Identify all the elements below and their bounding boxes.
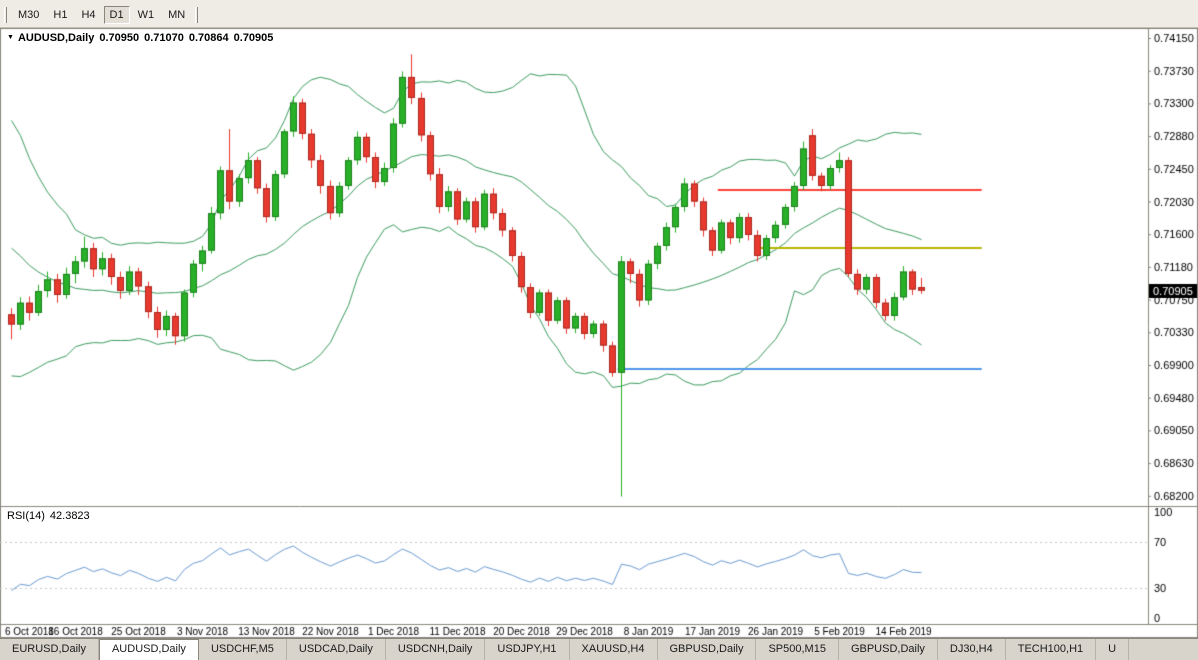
tab-gbpusd-daily[interactable]: GBPUSD,Daily <box>838 639 938 660</box>
chart-title: ▼ AUDUSD,Daily 0.70950 0.71070 0.70864 0.7090… <box>7 32 273 44</box>
rsi-value: 42.3823 <box>49 510 90 522</box>
ohlc-close: 0.70905 <box>233 32 274 44</box>
timeframe-button-m30[interactable]: M30 <box>18 8 40 21</box>
rsi-indicator-label: RSI(14) 42.3823 <box>7 510 90 522</box>
tab-xauusd-h4[interactable]: XAUUSD,H4 <box>569 639 658 660</box>
collapse-arrow-icon[interactable]: ▼ <box>7 34 14 41</box>
ohlc-open: 0.70950 <box>99 32 140 44</box>
tab-eurusd-daily[interactable]: EURUSD,Daily <box>0 639 99 660</box>
timeframe-button-w1[interactable]: W1 <box>137 8 155 21</box>
tab-gbpusd-daily[interactable]: GBPUSD,Daily <box>657 639 757 660</box>
chart-symbol: AUDUSD,Daily <box>17 32 95 44</box>
toolbar-grip[interactable] <box>4 6 7 23</box>
price-chart-canvas[interactable] <box>0 28 1198 638</box>
tab-audusd-daily[interactable]: AUDUSD,Daily <box>98 639 199 660</box>
tab-tech100-h1[interactable]: TECH100,H1 <box>1005 639 1097 660</box>
ohlc-low: 0.70864 <box>188 32 229 44</box>
timeframe-button-h1[interactable]: H1 <box>53 8 68 21</box>
timeframe-button-h4[interactable]: H4 <box>81 8 96 21</box>
timeframe-button-mn[interactable]: MN <box>168 8 186 21</box>
toolbar-grip-2[interactable] <box>195 6 199 23</box>
timeframe-button-d1[interactable]: D1 <box>103 5 130 24</box>
tab-usdcnh-daily[interactable]: USDCNH,Daily <box>385 639 486 660</box>
tab-usdcad-daily[interactable]: USDCAD,Daily <box>286 639 386 660</box>
tab-usdchf-m5[interactable]: USDCHF,M5 <box>198 639 287 660</box>
tab-sp500-m15[interactable]: SP500,M15 <box>756 639 839 660</box>
rsi-name: RSI(14) <box>7 510 45 522</box>
chart-tabbar: EURUSD,Daily AUDUSD,Daily USDCHF,M5 USDCAD,… <box>0 638 1198 660</box>
tab-dj30-h4[interactable]: DJ30,H4 <box>937 639 1006 660</box>
timeframe-button-group: M30 H1 H4 D1 W1 MN <box>12 5 193 24</box>
timeframe-toolbar: M30 H1 H4 D1 W1 MN <box>0 0 1198 28</box>
tab-u[interactable]: U <box>1096 639 1130 660</box>
ohlc-high: 0.71070 <box>144 32 184 44</box>
tab-usdjpy-h1[interactable]: USDJPY,H1 <box>485 639 570 660</box>
